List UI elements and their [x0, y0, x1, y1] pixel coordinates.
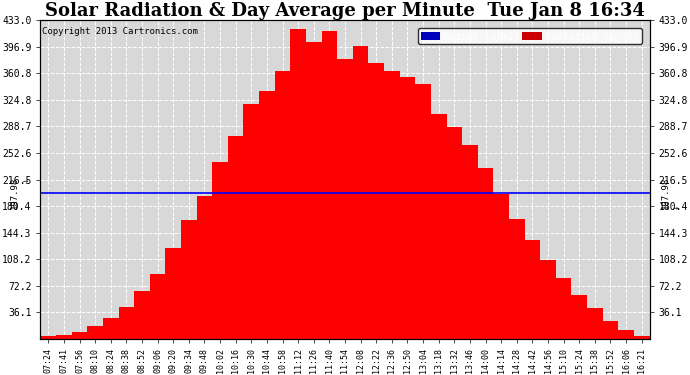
Legend: Median (w/m2), Radiation (w/m2): Median (w/m2), Radiation (w/m2) [417, 28, 642, 44]
Bar [400, 76, 415, 339]
Bar [540, 260, 556, 339]
Bar [244, 104, 259, 339]
Bar [602, 321, 618, 339]
Bar [337, 58, 353, 339]
Bar [415, 84, 431, 339]
Bar [618, 330, 634, 339]
Bar [166, 248, 181, 339]
Bar [72, 332, 88, 339]
Bar [290, 29, 306, 339]
Title: Solar Radiation & Day Average per Minute  Tue Jan 8 16:34: Solar Radiation & Day Average per Minute… [45, 2, 645, 20]
Text: 197.98
↓: 197.98 ↓ [10, 177, 30, 209]
Bar [181, 220, 197, 339]
Bar [556, 278, 571, 339]
Bar [384, 71, 400, 339]
Bar [587, 308, 602, 339]
Bar [88, 326, 103, 339]
Bar [41, 336, 56, 339]
Bar [509, 219, 524, 339]
Bar [197, 195, 213, 339]
Bar [134, 291, 150, 339]
Bar [353, 46, 368, 339]
Bar [306, 42, 322, 339]
Bar [524, 240, 540, 339]
Bar [259, 91, 275, 339]
Bar [493, 194, 509, 339]
Bar [103, 318, 119, 339]
Bar [119, 307, 134, 339]
Bar [213, 162, 228, 339]
Bar [634, 336, 649, 339]
Text: Copyright 2013 Cartronics.com: Copyright 2013 Cartronics.com [41, 27, 197, 36]
Bar [322, 31, 337, 339]
Bar [56, 334, 72, 339]
Bar [275, 71, 290, 339]
Bar [228, 136, 244, 339]
Bar [150, 273, 166, 339]
Text: 197.98
↓: 197.98 ↓ [660, 177, 680, 209]
Bar [477, 168, 493, 339]
Bar [571, 295, 587, 339]
Bar [462, 145, 477, 339]
Bar [431, 114, 446, 339]
Bar [368, 63, 384, 339]
Bar [446, 127, 462, 339]
